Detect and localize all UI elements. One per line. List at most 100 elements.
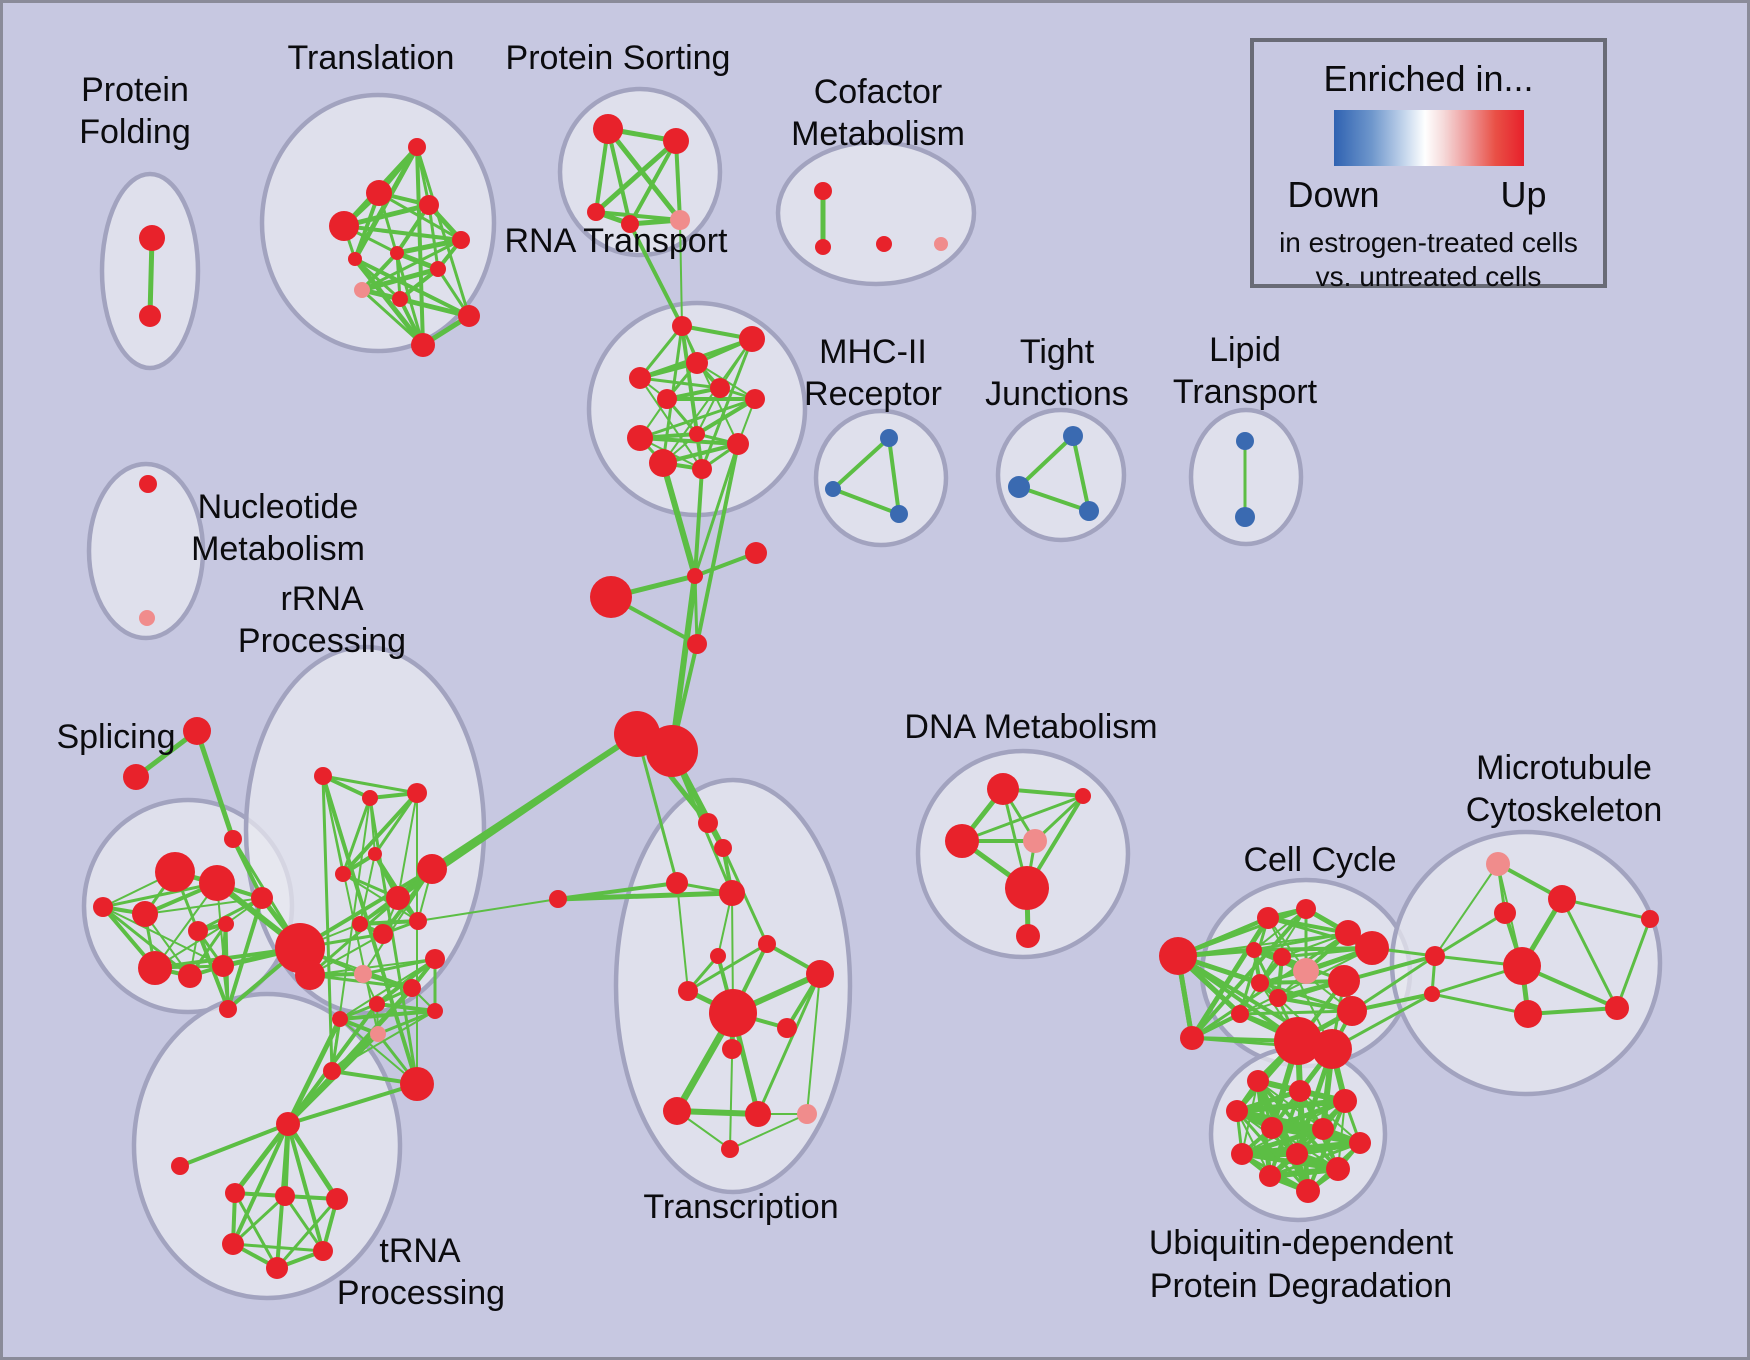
edge	[321, 774, 419, 1086]
node-sp0	[155, 852, 195, 892]
node-rr19	[323, 1062, 341, 1080]
node-ub4	[1261, 1117, 1283, 1139]
edge	[1350, 954, 1437, 1013]
node-ps1	[663, 128, 689, 154]
edge	[1239, 980, 1345, 1015]
legend-gradient-wrap: Down Up	[1287, 110, 1547, 215]
edge	[1252, 931, 1350, 952]
cluster-label-lt: Transport	[1173, 373, 1318, 411]
edge	[231, 1194, 287, 1246]
node-tx3	[719, 880, 745, 906]
node-tl8	[392, 291, 408, 307]
node-ub6	[1349, 1132, 1371, 1154]
node-cc1	[1180, 1026, 1204, 1050]
edge	[415, 145, 425, 347]
edge	[275, 1197, 339, 1270]
node-cc6	[1293, 958, 1319, 984]
edge	[285, 1121, 340, 1202]
node-rr5	[386, 886, 410, 910]
cluster-label-ub: Protein Degradation	[1150, 1267, 1452, 1305]
node-tj1	[1008, 476, 1030, 498]
node-rr12	[354, 965, 372, 983]
cluster-label-tn: Processing	[337, 1274, 505, 1312]
cluster-label-pf: Protein	[81, 71, 189, 109]
edge	[232, 1121, 291, 1196]
node-rr6	[409, 912, 427, 930]
node-cn5	[646, 725, 698, 777]
node-rr2	[407, 783, 427, 803]
node-cc10	[1269, 989, 1287, 1007]
edge	[1560, 897, 1652, 921]
node-sp10	[251, 887, 273, 909]
edge	[681, 325, 739, 445]
cluster-label-lt: Lipid	[1209, 331, 1281, 369]
node-pf0	[139, 225, 165, 251]
cluster-label-mh: MHC-II	[819, 333, 927, 371]
node-rr16	[427, 1003, 443, 1019]
node-tx2	[666, 872, 688, 894]
node-tl2	[329, 211, 359, 241]
node-lt0	[1236, 432, 1254, 450]
node-nm0	[139, 475, 157, 493]
edge	[1526, 1006, 1619, 1016]
node-ub3	[1226, 1100, 1248, 1122]
node-cn6	[183, 717, 211, 745]
node-cf3	[934, 237, 948, 251]
node-rr3	[335, 866, 351, 882]
node-tx4	[549, 890, 567, 908]
node-tx12	[663, 1097, 691, 1125]
edge	[1255, 1078, 1311, 1194]
edge	[1430, 992, 1530, 1016]
node-tn7	[266, 1257, 288, 1279]
node-cc4	[1335, 920, 1361, 946]
node-cc5	[1355, 931, 1389, 965]
node-cf1	[815, 239, 831, 255]
cluster-label-mt: Microtubule	[1476, 749, 1652, 787]
node-lt1	[1235, 507, 1255, 527]
edge	[352, 256, 426, 348]
edge	[362, 868, 433, 975]
edge	[147, 235, 155, 319]
node-tl3	[419, 195, 439, 215]
node-sp4	[138, 951, 172, 985]
edge	[1238, 916, 1270, 1016]
node-mt8	[1641, 910, 1659, 928]
node-dm1	[1075, 788, 1091, 804]
cluster-label-ub: Ubiquitin-dependent	[1149, 1224, 1454, 1262]
node-tx0	[698, 813, 718, 833]
node-cc2	[1257, 907, 1279, 929]
cluster-label-rt: RNA Transport	[505, 222, 729, 260]
edge	[831, 436, 891, 491]
edge	[960, 794, 1085, 843]
node-rr0	[314, 767, 332, 785]
node-tj0	[1063, 426, 1083, 446]
cluster-label-sp: Splicing	[56, 718, 175, 756]
node-mh1	[825, 481, 841, 497]
edge	[231, 1122, 290, 1246]
node-rt10	[649, 449, 677, 477]
cluster-ellipse-tj	[995, 407, 1127, 543]
edge	[700, 337, 754, 471]
legend-subtitle-line2: vs. untreated cells	[1315, 261, 1542, 292]
node-rr7	[352, 916, 368, 932]
edge	[1306, 1099, 1347, 1193]
node-cc12	[1337, 996, 1367, 1026]
edge	[397, 792, 418, 899]
edge	[1235, 1109, 1310, 1193]
edge	[806, 973, 821, 1115]
node-cc15	[1231, 1005, 1249, 1023]
node-dm4	[1005, 866, 1049, 910]
legend-subtitle-line1: in estrogen-treated cells	[1279, 227, 1578, 258]
node-mt2	[1494, 902, 1516, 924]
node-tn5	[222, 1233, 244, 1255]
node-rt2	[629, 367, 651, 389]
node-cc9	[1251, 974, 1269, 992]
node-ub8	[1286, 1143, 1308, 1165]
node-tn2	[225, 1183, 245, 1203]
edge	[285, 985, 415, 1127]
node-rr4	[368, 847, 382, 861]
edge	[415, 145, 471, 318]
edge	[635, 732, 679, 885]
edge	[693, 442, 740, 578]
